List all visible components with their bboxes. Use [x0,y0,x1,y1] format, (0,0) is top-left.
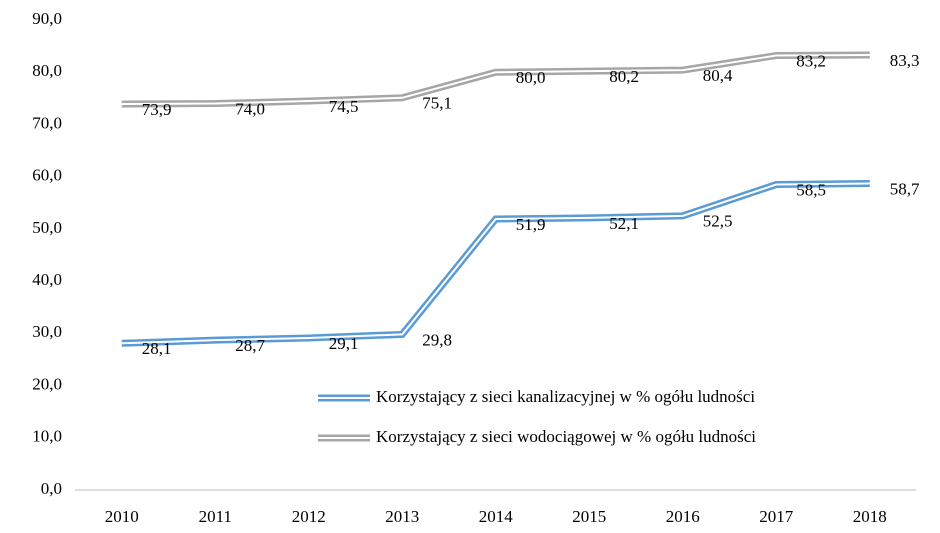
x-tick-label: 2010 [105,507,139,526]
series-line-inner [121,53,870,106]
y-tick-label: 70,0 [32,113,62,132]
y-tick-label: 20,0 [32,374,62,393]
data-label: 75,1 [422,94,452,113]
data-label: 74,0 [235,99,265,118]
y-tick-label: 10,0 [32,427,62,446]
series-line [121,179,870,347]
x-tick-label: 2013 [385,507,419,526]
data-label: 52,5 [703,212,733,231]
x-tick-label: 2016 [666,507,700,526]
data-label: 58,7 [890,179,920,198]
data-label: 29,1 [329,334,359,353]
series-line [121,51,870,108]
y-tick-label: 80,0 [32,61,62,80]
x-tick-label: 2015 [572,507,606,526]
y-tick-label: 0,0 [41,479,62,498]
y-tick-label: 90,0 [32,9,62,28]
y-tick-label: 50,0 [32,218,62,237]
x-tick-label: 2018 [853,507,887,526]
data-label: 80,4 [703,66,733,85]
data-label: 51,9 [516,215,546,234]
y-tick-label: 60,0 [32,166,62,185]
legend-label: Korzystający z sieci wodociągowej w % og… [376,427,756,446]
data-label: 58,5 [796,180,826,199]
x-tick-label: 2012 [292,507,326,526]
data-label: 29,8 [422,330,452,349]
data-label: 74,5 [329,97,359,116]
data-label: 28,7 [235,336,265,355]
data-label: 73,9 [142,100,172,119]
x-tick-label: 2014 [479,507,514,526]
series-line-inner [121,182,870,345]
data-label: 52,1 [609,214,639,233]
y-tick-label: 40,0 [32,270,62,289]
x-tick-label: 2017 [759,507,794,526]
x-tick-label: 2011 [199,507,232,526]
data-label: 80,2 [609,67,639,86]
data-label: 80,0 [516,68,546,87]
legend-label: Korzystający z sieci kanalizacyjnej w % … [376,387,755,406]
data-label: 28,1 [142,339,172,358]
data-label: 83,3 [890,51,920,70]
y-tick-label: 30,0 [32,322,62,341]
data-label: 83,2 [796,51,826,70]
